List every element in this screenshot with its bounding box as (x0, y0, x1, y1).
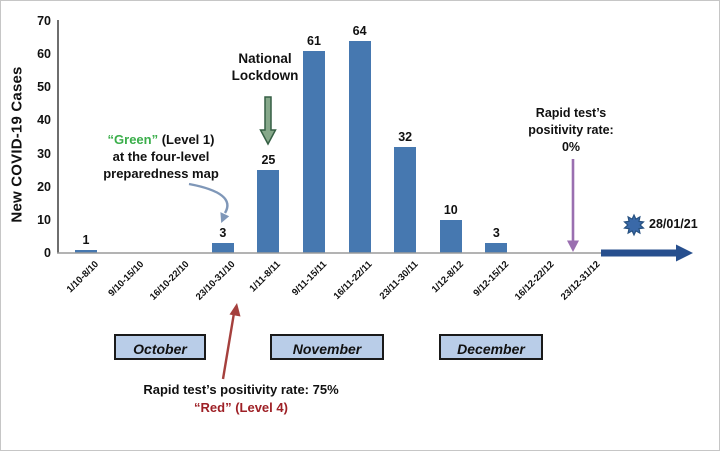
bar-value-label: 10 (443, 202, 458, 217)
x-tick-label: 9/12-15/12 (471, 259, 512, 299)
x-tick-label: 9/10-15/10 (106, 259, 147, 299)
y-tick-label: 50 (37, 80, 51, 95)
green-level-line3: preparedness map (103, 166, 219, 181)
curved-pointer-arrowhead (220, 212, 230, 223)
bar-value-label: 3 (492, 226, 500, 241)
x-tick-label: 1/12-8/12 (429, 259, 466, 296)
bar (348, 40, 371, 253)
red-up-arrow (221, 312, 236, 380)
x-tick-label: 1/10-8/10 (64, 259, 101, 296)
bar-value-label: 3 (219, 226, 227, 241)
green-level-line2: at the four-level (112, 149, 210, 164)
bar (303, 50, 325, 253)
y-tick-label: 60 (37, 47, 51, 62)
x-tick-label: 16/11-22/11 (331, 259, 375, 302)
curved-pointer-arrow (188, 182, 229, 214)
lockdown-down-arrow-icon (259, 96, 277, 146)
x-tick-label: 23/10-31/10 (193, 259, 238, 303)
x-tick-label: 16/12-22/12 (513, 259, 557, 303)
timeline-arrowhead (676, 244, 693, 262)
x-tick-label: 9/11-15/11 (289, 259, 329, 299)
rapid-test-0-annotation: Rapid test’s positivity rate: 0% (528, 106, 614, 154)
green-level-line1: “Green” (Level 1) (86, 131, 236, 148)
bar-value-label: 32 (398, 129, 413, 144)
bar-value-label: 61 (307, 33, 321, 48)
green-word: “Green” (107, 132, 159, 147)
rapid-test-75-annotation: Rapid test’s positivity rate: 75% “Red” … (141, 381, 341, 417)
x-tick-label: 1/11-8/11 (247, 259, 284, 295)
y-tick-label: 70 (37, 14, 51, 28)
month-box-october: October (114, 334, 206, 360)
month-box-november: November (270, 334, 384, 360)
x-tick-label: 16/10-22/10 (148, 259, 192, 303)
y-tick-label: 40 (37, 113, 51, 128)
x-tick-label: 23/11-30/11 (377, 259, 420, 302)
bar (257, 170, 280, 253)
y-tick-label: 10 (37, 212, 51, 227)
red-up-arrowhead (229, 303, 241, 317)
month-box-december: December (439, 334, 543, 360)
bar (485, 243, 508, 253)
bar-value-label: 25 (261, 153, 276, 168)
bar (394, 146, 417, 253)
rapid-test-75-text: Rapid test’s positivity rate: 75% (143, 382, 339, 397)
star-badge-icon (623, 213, 645, 237)
purple-down-arrowhead (567, 240, 579, 252)
bar-value-label: 64 (352, 23, 367, 38)
y-tick-label: 0 (44, 246, 51, 260)
national-lockdown-annotation: National Lockdown (231, 51, 299, 83)
bar (439, 219, 462, 253)
red-level-text: “Red” (Level 4) (194, 400, 288, 415)
y-tick-label: 20 (37, 179, 51, 194)
timeline-date: 28/01/21 (649, 217, 698, 231)
green-level-annotation: “Green” (Level 1) at the four-level prep… (86, 131, 236, 182)
bar (75, 249, 97, 253)
x-tick-label: 23/12-31/12 (558, 259, 603, 303)
bar-value-label: 1 (82, 232, 90, 247)
y-tick-label: 30 (37, 146, 51, 161)
green-level-rest: (Level 1) (158, 132, 215, 147)
bar (211, 243, 234, 253)
